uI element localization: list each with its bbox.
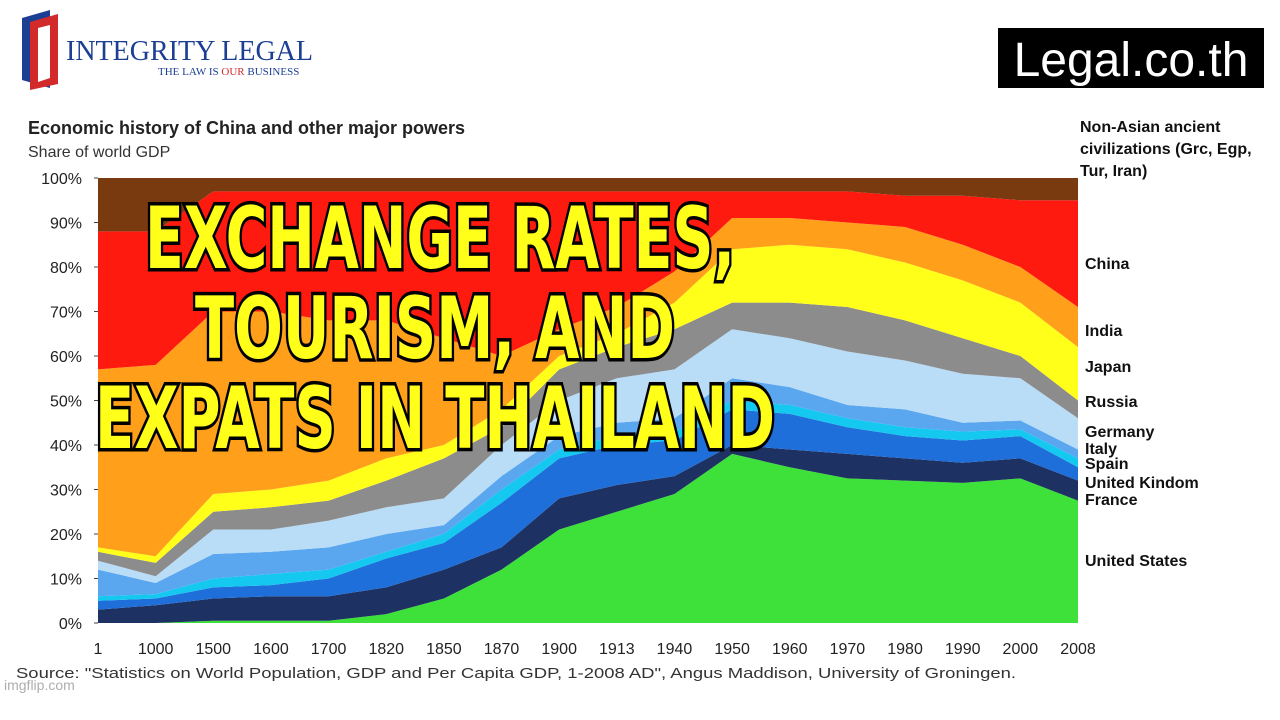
x-tick-label: 1940 bbox=[657, 641, 693, 658]
x-tick-label: 1850 bbox=[426, 641, 462, 658]
x-tick-label: 1000 bbox=[138, 641, 174, 658]
y-tick-label: 10% bbox=[50, 572, 82, 589]
y-tick-label: 100% bbox=[41, 171, 82, 188]
x-tick-label: 1820 bbox=[368, 641, 404, 658]
y-tick-label: 90% bbox=[50, 216, 82, 233]
legend-label: Italy bbox=[1085, 441, 1118, 458]
legend-label: Japan bbox=[1085, 359, 1132, 376]
legend-label: China bbox=[1085, 256, 1130, 273]
area bbox=[98, 445, 1078, 623]
y-tick-label: 30% bbox=[50, 483, 82, 500]
legend-label: India bbox=[1085, 323, 1123, 340]
x-tick-label: 1870 bbox=[484, 641, 520, 658]
legend-label: France bbox=[1085, 492, 1138, 509]
tagline-part: THE LAW IS bbox=[158, 66, 219, 78]
y-tick-label: 40% bbox=[50, 438, 82, 455]
logo-name: INTEGRITY LEGAL bbox=[66, 36, 313, 67]
tagline-part: OUR bbox=[221, 66, 245, 78]
area bbox=[98, 378, 1078, 597]
x-tick-label: 1700 bbox=[311, 641, 347, 658]
badge-bg bbox=[998, 28, 1264, 88]
overlay-line: EXPATS IN THAILAND bbox=[95, 369, 775, 469]
x-tick-label: 1900 bbox=[541, 641, 577, 658]
y-tick-label: 60% bbox=[50, 349, 82, 366]
area bbox=[98, 302, 1078, 577]
y-tick-label: 50% bbox=[50, 394, 82, 411]
x-tick-label: 1950 bbox=[714, 641, 750, 658]
x-tick-label: 1500 bbox=[195, 641, 231, 658]
x-tick-label: 1 bbox=[94, 641, 103, 658]
overlay-line: EXCHANGE RATES, bbox=[145, 189, 735, 289]
y-tick-label: 70% bbox=[50, 305, 82, 322]
area bbox=[98, 244, 1078, 563]
x-tick-label: 1990 bbox=[945, 641, 981, 658]
logo: INTEGRITY LEGAL THE LAW IS OUR BUSINESS bbox=[22, 10, 313, 90]
chart-subtitle: Share of world GDP bbox=[28, 144, 170, 161]
legend-label: Non-Asian ancient civilizations (Grc, Eg… bbox=[1080, 119, 1252, 180]
y-tick-label: 20% bbox=[50, 527, 82, 544]
x-tick-label: 1970 bbox=[830, 641, 866, 658]
x-tick-label: 2000 bbox=[1003, 641, 1039, 658]
chart-title: Economic history of China and other majo… bbox=[28, 118, 465, 138]
y-tick-label: 0% bbox=[59, 616, 82, 633]
source: Source: "Statistics on World Population,… bbox=[16, 665, 1016, 682]
legend-label: Spain bbox=[1085, 456, 1129, 473]
area bbox=[98, 453, 1078, 623]
legend-label: Russia bbox=[1085, 394, 1138, 411]
x-tick-label: 1913 bbox=[599, 641, 635, 658]
logo-door-gap bbox=[38, 25, 50, 82]
plot: 0% 10% 20% 30% 40% 50% 60% 70% 80% 90% 100% 1 1000 15… bbox=[41, 171, 1096, 658]
overlay-line: TOURISM, AND bbox=[195, 279, 675, 379]
area bbox=[98, 178, 1078, 232]
legend-label: United States bbox=[1085, 553, 1188, 570]
x-tick-label: 2008 bbox=[1060, 641, 1096, 658]
x-tick-label: 1960 bbox=[772, 641, 808, 658]
area bbox=[98, 329, 1078, 583]
x-tick-label: 1980 bbox=[887, 641, 923, 658]
badge-text: Legal.co.th bbox=[1014, 34, 1249, 87]
logo-tagline: THE LAW IS OUR BUSINESS bbox=[158, 66, 299, 78]
y-tick-label: 80% bbox=[50, 260, 82, 277]
x-tick-label: 1600 bbox=[253, 641, 289, 658]
watermark: imgflip.com bbox=[4, 677, 75, 693]
area bbox=[98, 218, 1078, 557]
tagline-part: BUSINESS bbox=[247, 66, 299, 78]
legend-label: Germany bbox=[1085, 424, 1155, 441]
legend-label: United Kindom bbox=[1085, 475, 1199, 492]
area bbox=[98, 191, 1078, 370]
